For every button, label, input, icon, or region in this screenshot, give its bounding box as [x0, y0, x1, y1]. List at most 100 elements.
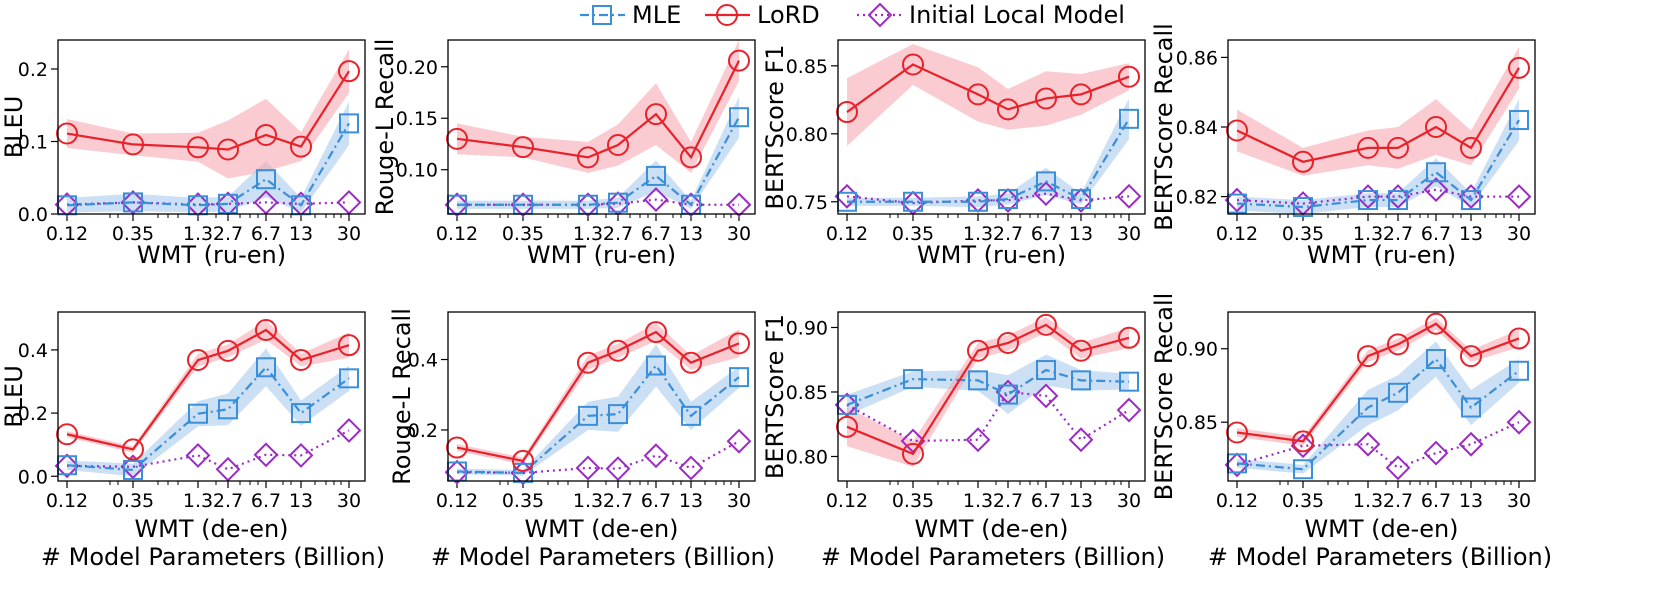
mle-point — [1509, 360, 1529, 381]
lord-point — [645, 103, 667, 126]
x-tick-label: 2.7 — [213, 223, 243, 245]
mle-point — [646, 165, 666, 186]
x-tick-label: 0.12 — [1216, 223, 1258, 245]
mle-point — [123, 192, 143, 213]
lord-point — [577, 351, 599, 374]
legend-initial-marker — [867, 2, 893, 28]
panel-1-1: 0.12 0.35 1.3 2.7 6.7 13 30 0.2 0.4 WMT (de-en) Ro… — [388, 308, 756, 543]
y-tick-label: 0.2 — [18, 59, 48, 81]
initial-point — [185, 442, 211, 468]
lord-point — [1292, 150, 1314, 173]
y-axis-label: BERTScore F1 — [761, 314, 789, 479]
lord-point — [1357, 136, 1379, 159]
y-tick-label: 0.0 — [18, 204, 48, 226]
x-axis-label: WMT (de-en) — [134, 515, 288, 543]
panel-1-2: 0.12 0.35 1.3 2.7 6.7 13 30 0.80 0.85 0.90 WMT (de… — [761, 311, 1146, 543]
shared-xlabel-4: # Model Parameters (Billion) — [1208, 543, 1552, 571]
initial-point — [1506, 409, 1532, 435]
initial-point — [215, 456, 241, 482]
mle-point — [339, 113, 359, 134]
x-tick-label: 1.3 — [1353, 490, 1383, 512]
lord-point — [836, 101, 858, 124]
y-tick-label: 0.15 — [396, 108, 438, 130]
initial-point — [605, 191, 631, 217]
x-tick-label: 6.7 — [251, 223, 281, 245]
lord-point — [1460, 345, 1482, 368]
x-tick-label: 0.35 — [112, 223, 154, 245]
legend: MLE LoRD Initial Local Model — [580, 1, 1125, 29]
lord-point — [1226, 421, 1248, 444]
x-tick-label: 13 — [679, 223, 703, 245]
shared-xlabel-1: # Model Parameters (Billion) — [41, 543, 385, 571]
lord-point — [217, 138, 239, 161]
mle-point — [1071, 370, 1091, 391]
mle-point — [1119, 371, 1139, 392]
lord-point — [1292, 430, 1314, 453]
lord-point — [967, 339, 989, 362]
mle-point — [1426, 162, 1446, 183]
initial-point — [726, 428, 752, 454]
lord-point — [1226, 119, 1248, 142]
lord-point — [1508, 327, 1530, 350]
legend-entry-lord: LoRD — [705, 1, 820, 29]
lord-point — [512, 449, 534, 472]
initial-line — [846, 192, 1130, 205]
initial-point — [510, 192, 536, 218]
lord-band — [1237, 46, 1519, 176]
mle-point — [339, 368, 359, 389]
initial-point — [575, 455, 601, 481]
mle-point — [1358, 190, 1378, 211]
lord-point — [1035, 87, 1057, 110]
x-tick-label: 2.7 — [993, 490, 1023, 512]
y-tick-label: 0.90 — [786, 317, 828, 339]
initial-point — [1224, 452, 1250, 478]
mle-point — [729, 367, 749, 388]
lord-point — [836, 415, 858, 438]
initial-point — [253, 442, 279, 468]
lord-band — [67, 49, 349, 179]
x-tick-label: 1.3 — [573, 490, 603, 512]
y-tick-label: 0.0 — [18, 466, 48, 488]
lord-point — [902, 442, 924, 465]
mle-point — [1461, 397, 1481, 418]
lord-point — [1508, 56, 1530, 79]
mle-line — [1236, 357, 1520, 471]
x-tick-label: 13 — [1459, 490, 1483, 512]
mle-point — [1426, 349, 1446, 370]
shared-xlabels: # Model Parameters (Billion) # Model Par… — [41, 543, 1552, 571]
initial-point — [336, 418, 362, 443]
x-tick-label: 6.7 — [641, 490, 671, 512]
lord-point — [255, 319, 277, 342]
mle-band — [1237, 99, 1519, 214]
x-tick-label: 6.7 — [1421, 223, 1451, 245]
lord-point — [997, 331, 1019, 354]
initial-point — [1116, 183, 1142, 209]
lord-line — [1236, 322, 1520, 443]
x-tick-label: 0.35 — [1282, 223, 1324, 245]
initial-point — [185, 192, 211, 217]
x-tick-label: 2.7 — [213, 490, 243, 512]
initial-point — [726, 192, 752, 218]
lord-point — [1118, 326, 1140, 349]
initial-line — [456, 440, 740, 475]
shared-xlabel-2: # Model Parameters (Billion) — [431, 543, 775, 571]
mle-point — [291, 403, 311, 424]
mle-point — [1358, 397, 1378, 418]
y-tick-label: 0.85 — [786, 56, 828, 78]
mle-point — [1388, 382, 1408, 403]
lord-point — [56, 122, 78, 145]
lord-line — [66, 328, 350, 451]
y-tick-label: 0.2 — [408, 420, 438, 442]
mle-line — [456, 363, 740, 475]
axes-frame — [1227, 39, 1536, 215]
axes-frame — [837, 311, 1146, 482]
panel-0-1: 0.12 0.35 1.3 2.7 6.7 13 30 0.10 0.15 0.20 WMT (ru… — [371, 39, 756, 269]
x-tick-label: 1.3 — [1353, 223, 1383, 245]
initial-line — [66, 429, 350, 471]
lord-point — [338, 60, 360, 83]
y-axis-label: BLEU — [0, 96, 28, 159]
lord-point — [1035, 313, 1057, 336]
initial-point — [215, 191, 241, 217]
mle-point — [968, 370, 988, 391]
x-tick-label: 30 — [1507, 490, 1531, 512]
